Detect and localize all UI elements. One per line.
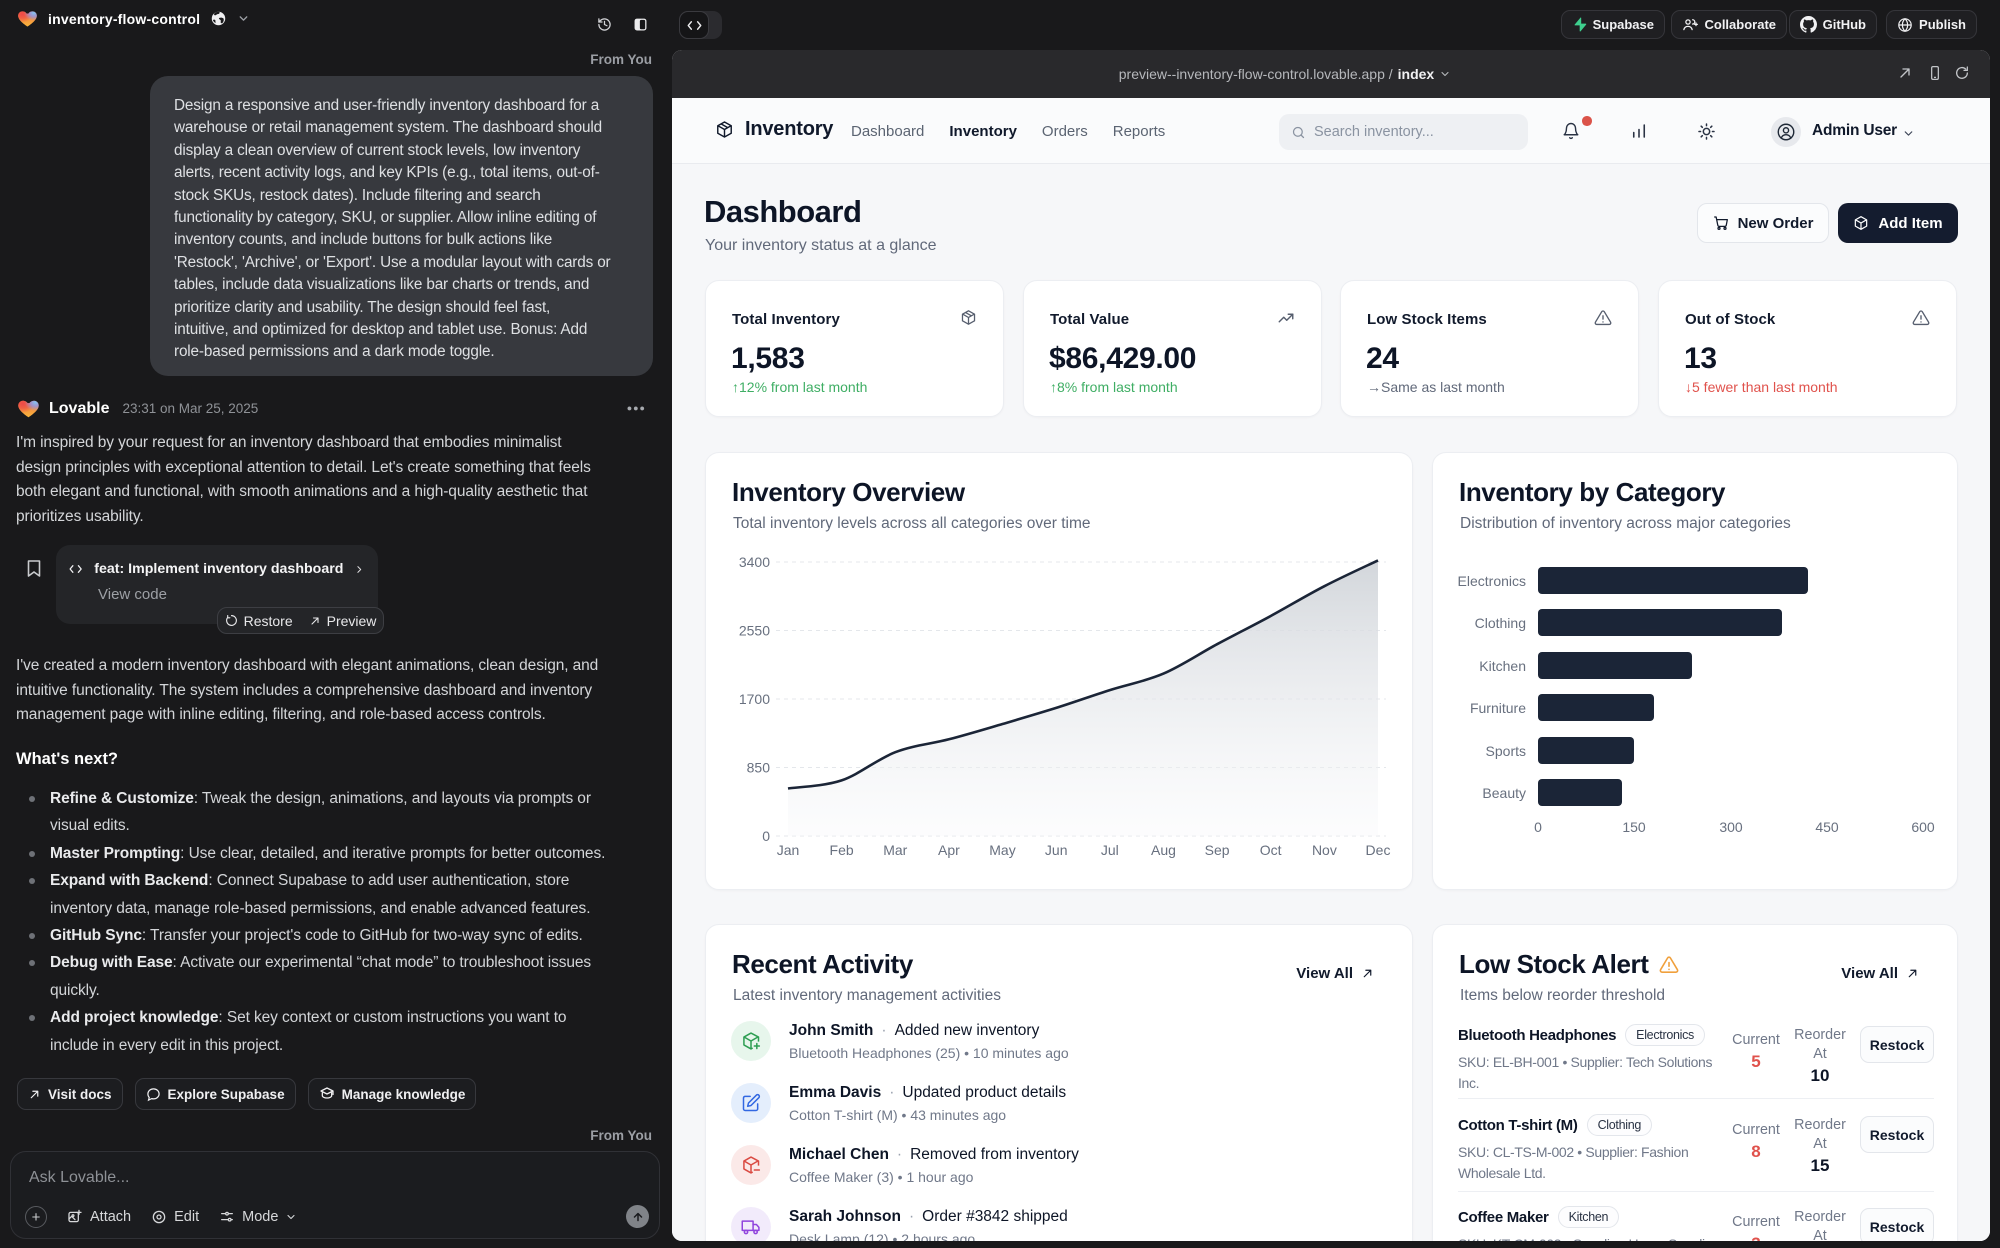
svg-text:850: 850	[747, 760, 771, 776]
svg-text:Oct: Oct	[1260, 842, 1282, 858]
svg-text:2550: 2550	[739, 623, 770, 639]
svg-text:Mar: Mar	[883, 842, 907, 858]
svg-text:Sports: Sports	[1486, 743, 1526, 759]
svg-text:Jun: Jun	[1045, 842, 1068, 858]
svg-text:0: 0	[1534, 819, 1542, 835]
svg-text:Kitchen: Kitchen	[1479, 658, 1526, 674]
svg-text:Sep: Sep	[1205, 842, 1230, 858]
svg-text:Nov: Nov	[1312, 842, 1337, 858]
svg-text:Dec: Dec	[1366, 842, 1391, 858]
svg-text:600: 600	[1911, 819, 1935, 835]
svg-text:Clothing: Clothing	[1475, 615, 1526, 631]
svg-text:Jan: Jan	[777, 842, 800, 858]
svg-text:Apr: Apr	[938, 842, 960, 858]
svg-text:1700: 1700	[739, 691, 770, 707]
svg-text:450: 450	[1815, 819, 1839, 835]
svg-text:Aug: Aug	[1151, 842, 1176, 858]
svg-text:150: 150	[1622, 819, 1646, 835]
svg-text:Feb: Feb	[830, 842, 854, 858]
svg-text:May: May	[989, 842, 1015, 858]
svg-text:Jul: Jul	[1101, 842, 1119, 858]
svg-text:Electronics: Electronics	[1458, 573, 1526, 589]
svg-text:0: 0	[762, 828, 770, 844]
svg-text:3400: 3400	[739, 554, 770, 570]
svg-text:Beauty: Beauty	[1482, 785, 1526, 801]
svg-text:300: 300	[1719, 819, 1743, 835]
svg-text:Furniture: Furniture	[1470, 700, 1526, 716]
